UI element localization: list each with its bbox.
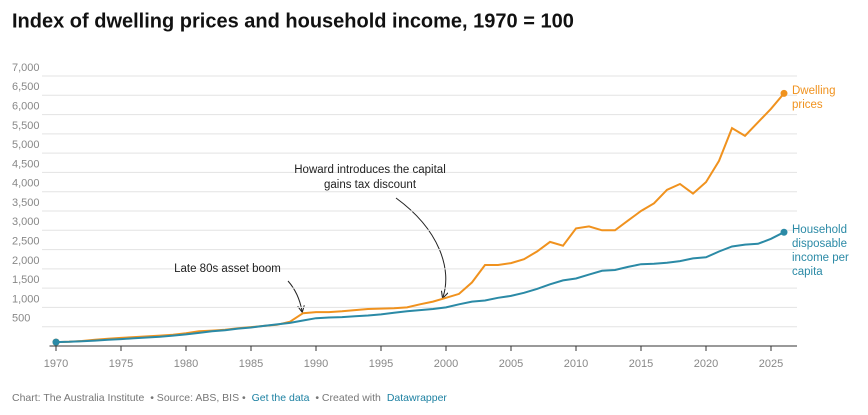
y-tick-label: 2,500 — [12, 235, 40, 247]
x-tick-label: 2000 — [434, 358, 458, 370]
series-label-box: Dwelling prices — [792, 85, 836, 112]
series-label: Household disposable income per capita — [792, 224, 849, 279]
y-tick-label: 5,000 — [12, 139, 40, 151]
x-tick-label: 2005 — [499, 358, 523, 370]
tool-link[interactable]: Datawrapper — [386, 392, 447, 404]
x-tick-label: 1985 — [239, 358, 263, 370]
y-tick-label: 3,500 — [12, 197, 40, 209]
data-link[interactable]: Get the data — [251, 392, 310, 404]
source: • Source: ABS, BIS • — [150, 392, 246, 404]
end-dot — [52, 338, 60, 346]
x-tick-label: 2015 — [629, 358, 653, 370]
series-line — [55, 231, 785, 344]
x-tick-label: 2020 — [694, 358, 718, 370]
chart-title: Index of dwelling prices and household i… — [12, 10, 574, 32]
y-tick-label: 4,000 — [12, 178, 40, 190]
y-tick-label: 6,500 — [12, 81, 40, 93]
footer: Chart: The Australia Institute • Source:… — [12, 392, 450, 404]
end-dot — [780, 228, 788, 236]
series-label-box: Household disposable income per capita — [792, 224, 849, 279]
annotation-box: Late 80s asset boom — [174, 263, 281, 275]
x-tick-label: 1980 — [174, 358, 198, 370]
annotation-box: Howard introduces the capital gains tax … — [294, 164, 446, 191]
y-tick-label: 1,000 — [12, 293, 40, 305]
series-line — [55, 92, 785, 344]
y-tick-label: 6,000 — [12, 100, 40, 112]
annotation: Late 80s asset boom — [174, 263, 281, 275]
end-dot — [780, 89, 788, 97]
y-tick-label: 1,500 — [12, 274, 40, 286]
y-tick-label: 5,500 — [12, 120, 40, 132]
x-tick-label: 1975 — [109, 358, 133, 370]
x-tick-label: 2025 — [759, 358, 783, 370]
x-tick-label: 2010 — [564, 358, 588, 370]
annotation-arrow — [287, 280, 302, 311]
y-tick-label: 7,000 — [12, 62, 40, 74]
y-tick-label: 500 — [12, 313, 30, 325]
annotation-arrow — [395, 197, 446, 297]
credit: Chart: The Australia Institute — [12, 392, 145, 404]
y-tick-label: 2,000 — [12, 255, 40, 267]
x-tick-label: 1970 — [44, 358, 68, 370]
series-label: Dwelling prices — [792, 85, 836, 112]
x-tick-label: 1995 — [369, 358, 393, 370]
chart: Index of dwelling prices and household i… — [12, 10, 849, 370]
annotation: Howard introduces the capital gains tax … — [294, 164, 446, 191]
created-with: • Created with — [315, 392, 381, 404]
x-tick-label: 1990 — [304, 358, 328, 370]
y-tick-label: 4,500 — [12, 158, 40, 170]
y-tick-label: 3,000 — [12, 216, 40, 228]
